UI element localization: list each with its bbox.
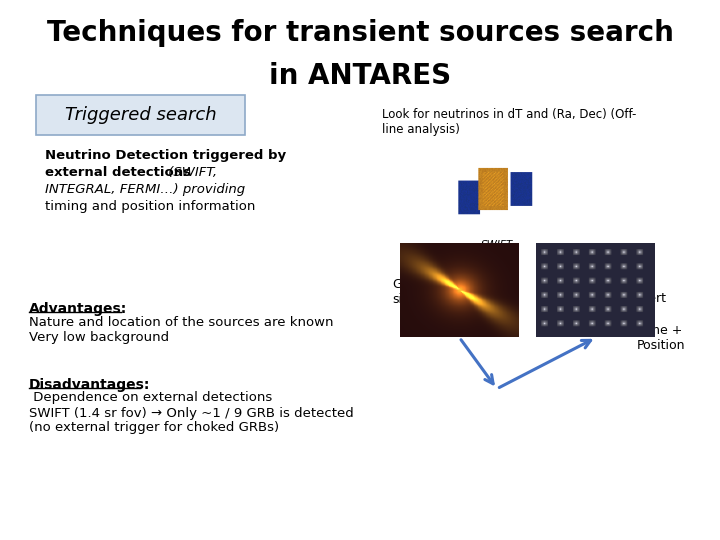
Text: Gamma
signal: Gamma signal [392,278,442,306]
Text: timing and position information: timing and position information [45,200,255,213]
Text: in ANTARES: in ANTARES [269,62,451,90]
Text: Triggered search: Triggered search [65,106,216,124]
Text: Dependence on external detections
SWIFT (1.4 sr fov) → Only ~1 / 9 GRB is detect: Dependence on external detections SWIFT … [29,392,354,435]
Text: alert: alert [637,292,666,305]
Text: external detections: external detections [45,166,191,179]
Text: Look for neutrinos in dT and (Ra, Dec) (Off-
line analysis): Look for neutrinos in dT and (Ra, Dec) (… [382,108,636,136]
FancyBboxPatch shape [36,94,245,135]
Text: INTEGRAL, FERMI…) providing: INTEGRAL, FERMI…) providing [45,183,245,196]
Text: Disadvantages:: Disadvantages: [29,378,150,392]
Text: Neutrino Detection triggered by: Neutrino Detection triggered by [45,148,286,161]
Text: (SWIFT,: (SWIFT, [164,166,217,179]
Text: Techniques for transient sources search: Techniques for transient sources search [47,19,673,47]
Text: Time +
Position: Time + Position [637,324,685,352]
Text: Advantages:: Advantages: [29,302,127,316]
Text: Nature and location of the sources are known
Very low background: Nature and location of the sources are k… [29,316,333,344]
Text: SWIFT: SWIFT [481,240,513,251]
